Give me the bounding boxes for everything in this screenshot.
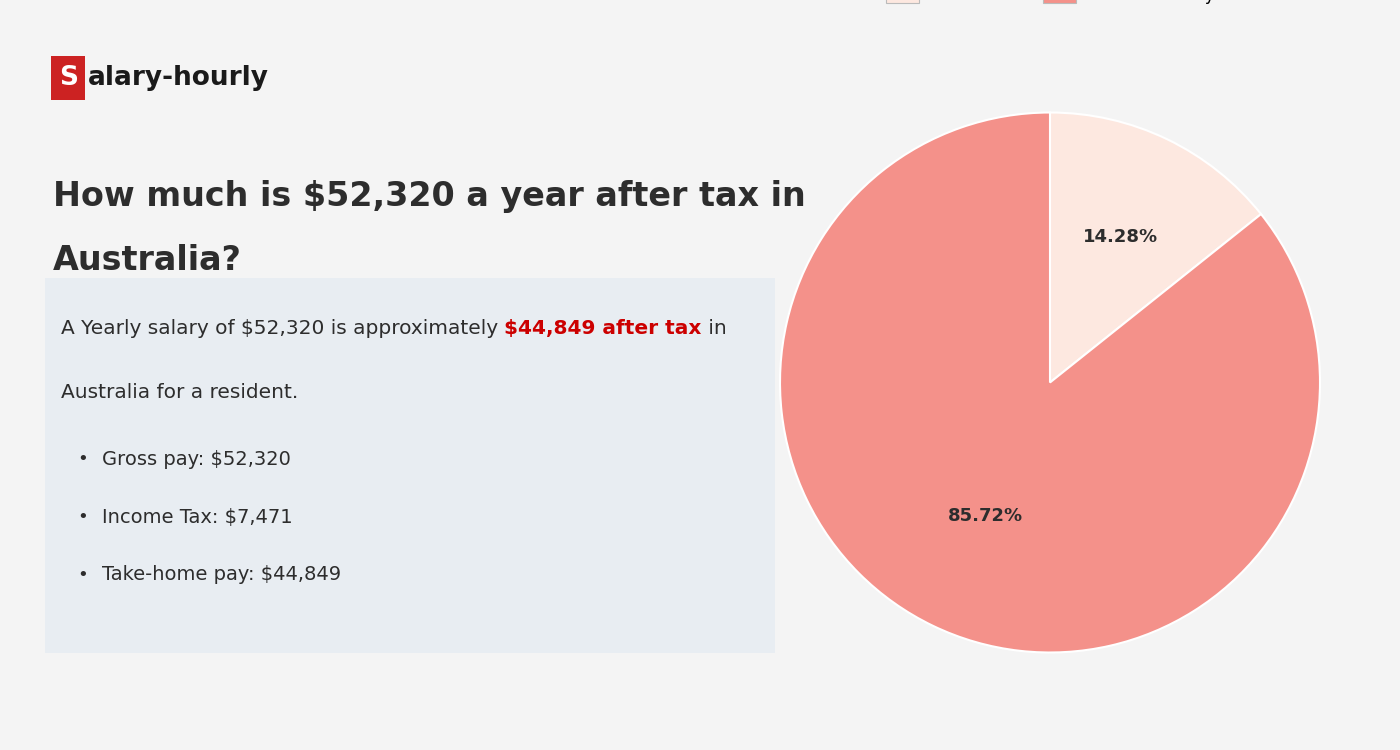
Text: •: • xyxy=(77,566,88,584)
Text: 14.28%: 14.28% xyxy=(1082,227,1158,245)
Text: A Yearly salary of $52,320 is approximately: A Yearly salary of $52,320 is approximat… xyxy=(62,319,504,338)
Legend: Income Tax, Take-home Pay: Income Tax, Take-home Pay xyxy=(886,0,1214,4)
FancyBboxPatch shape xyxy=(45,278,776,652)
Text: Take-home pay: $44,849: Take-home pay: $44,849 xyxy=(101,566,340,584)
Text: Income Tax: $7,471: Income Tax: $7,471 xyxy=(101,508,293,526)
Text: S: S xyxy=(59,65,78,91)
Text: Gross pay: $52,320: Gross pay: $52,320 xyxy=(101,450,290,469)
Wedge shape xyxy=(1050,112,1261,382)
Text: alary-hourly: alary-hourly xyxy=(88,65,269,91)
Text: $44,849 after tax: $44,849 after tax xyxy=(504,319,701,338)
Text: Australia?: Australia? xyxy=(53,244,242,277)
FancyBboxPatch shape xyxy=(52,56,85,100)
Text: •: • xyxy=(77,450,88,468)
Text: How much is $52,320 a year after tax in: How much is $52,320 a year after tax in xyxy=(53,180,805,213)
Wedge shape xyxy=(780,112,1320,652)
Text: •: • xyxy=(77,508,88,526)
Text: 85.72%: 85.72% xyxy=(948,507,1023,525)
Text: Australia for a resident.: Australia for a resident. xyxy=(62,382,298,401)
Text: in: in xyxy=(701,319,727,338)
